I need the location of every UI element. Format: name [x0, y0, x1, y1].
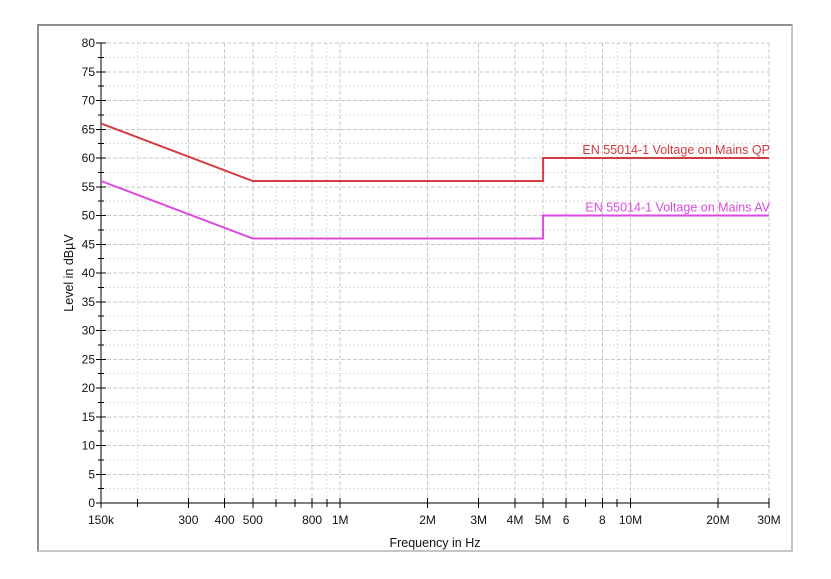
- x-tick-label: 300: [178, 513, 198, 527]
- y-tick-label: 60: [82, 151, 96, 165]
- x-tick-label: 500: [243, 513, 263, 527]
- y-tick-label: 50: [82, 209, 96, 223]
- y-tick-label: 70: [82, 94, 96, 108]
- x-tick-label: 4M: [507, 513, 524, 527]
- y-tick-label: 40: [82, 266, 96, 280]
- series-lines: [100, 122, 769, 240]
- legend-label-av: EN 55014-1 Voltage on Mains AV: [585, 201, 770, 215]
- series-line-qp: [100, 122, 769, 182]
- y-tick-label: 35: [82, 295, 96, 309]
- x-tick-label: 20M: [706, 513, 729, 527]
- y-tick-label: 25: [82, 352, 96, 366]
- x-tick-label: 150k: [88, 513, 115, 527]
- y-tick-label: 80: [82, 36, 96, 50]
- y-tick-label: 0: [88, 496, 95, 510]
- gridlines: [101, 42, 770, 503]
- y-tick-label: 65: [82, 122, 96, 136]
- y-tick-label: 10: [82, 439, 96, 453]
- x-tick-label: 5M: [535, 513, 552, 527]
- tick-marks: [96, 42, 770, 508]
- y-axis-title: Level in dBµV: [62, 234, 76, 312]
- y-tick-label: 45: [82, 237, 96, 251]
- y-tick-label: 20: [82, 381, 96, 395]
- x-tick-label: 30M: [757, 513, 780, 527]
- y-tick-label: 5: [88, 467, 95, 481]
- y-tick-label: 30: [82, 324, 96, 338]
- y-tick-label: 15: [82, 410, 96, 424]
- x-axis-title: Frequency in Hz: [389, 536, 480, 550]
- series-line-av: [100, 180, 769, 240]
- x-tick-label: 6: [563, 513, 570, 527]
- x-tick-label: 1M: [332, 513, 349, 527]
- x-tick-label: 800: [302, 513, 322, 527]
- x-tick-label: 3M: [470, 513, 487, 527]
- y-tick-label: 55: [82, 180, 96, 194]
- x-tick-label: 400: [215, 513, 235, 527]
- tick-labels: 0 5 10 15 20 25 30 35 40 45 50 55 60 65 70 75 80 150k 300 4…: [82, 36, 781, 527]
- plot-frame: [37, 24, 793, 552]
- x-tick-label: 8: [599, 513, 606, 527]
- y-tick-label: 75: [82, 65, 96, 79]
- x-tick-label: 2M: [419, 513, 436, 527]
- legend-label-qp: EN 55014-1 Voltage on Mains QP: [582, 143, 770, 157]
- x-tick-label: 10M: [619, 513, 642, 527]
